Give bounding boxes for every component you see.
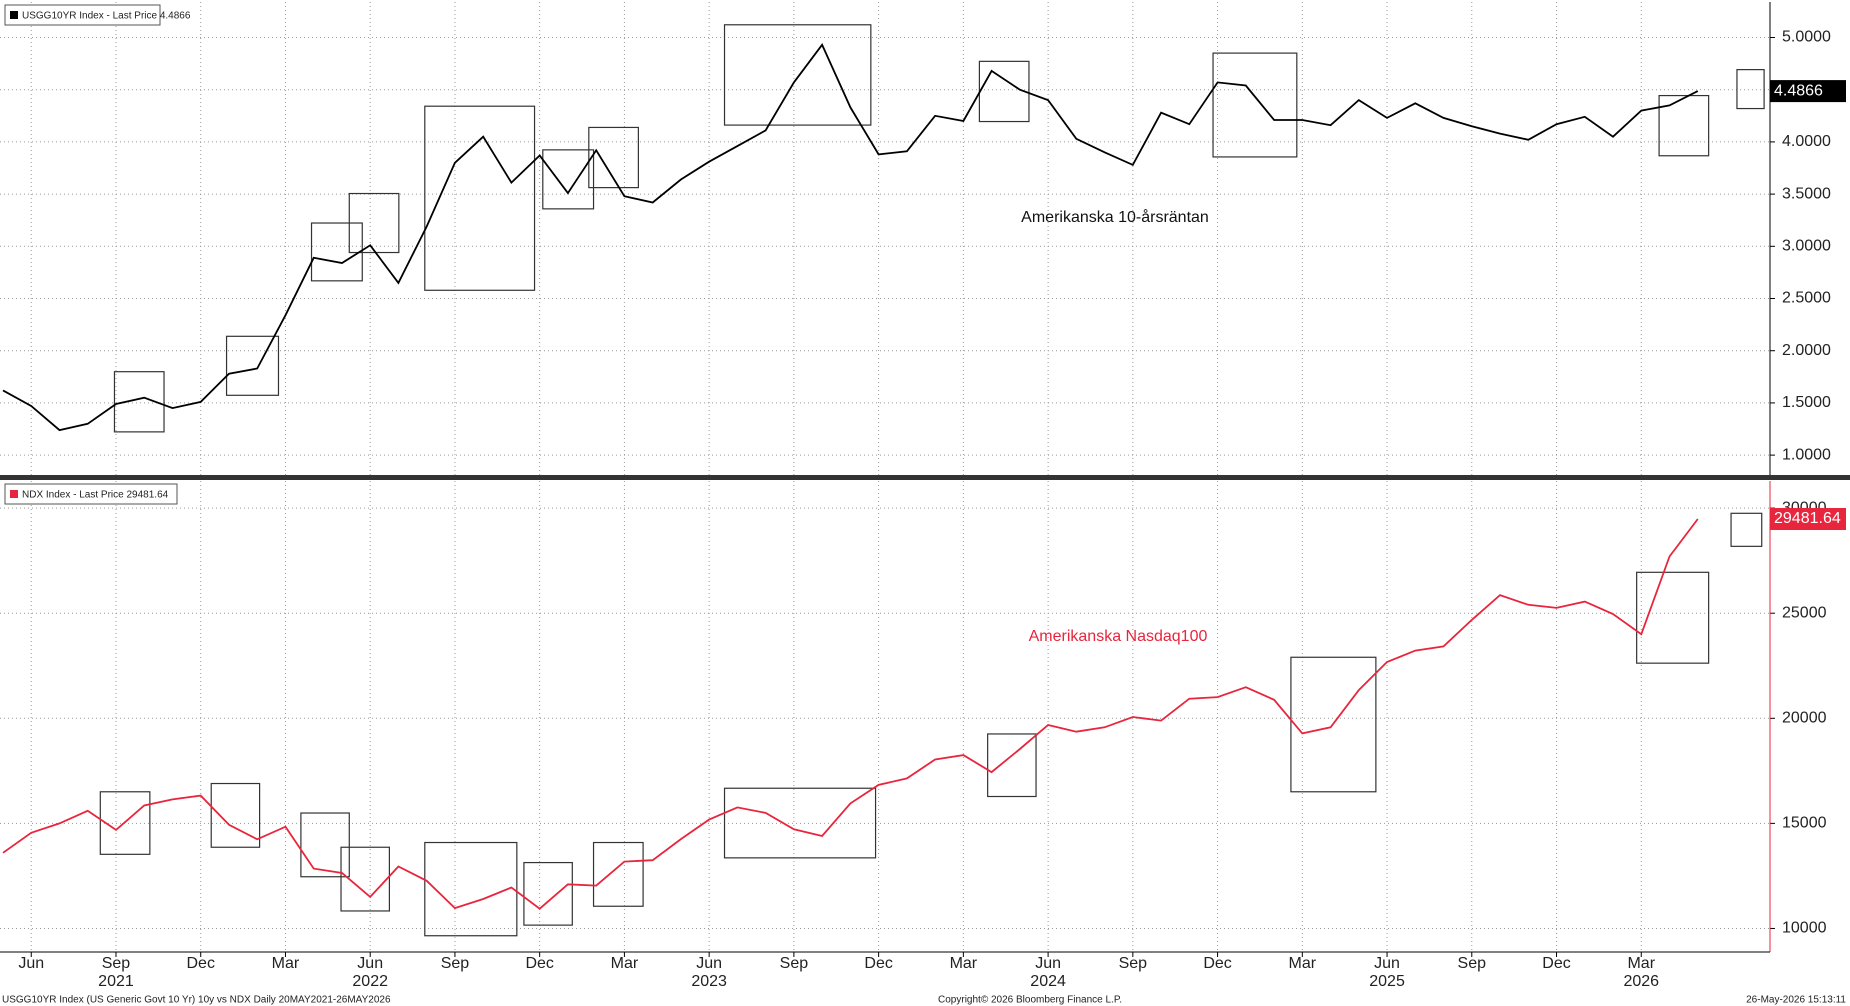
series-line <box>2 518 1699 910</box>
legend-box <box>4 4 161 26</box>
last-value-tag <box>1770 80 1846 103</box>
x-tick-label: Mar <box>611 955 639 972</box>
x-tick-label: Jun <box>1374 955 1400 972</box>
highlight-box <box>300 812 350 878</box>
highlight-box <box>1658 94 1710 157</box>
x-tick-label: Dec <box>1203 955 1231 972</box>
y-tick-label: 4.0000 <box>1782 133 1831 150</box>
year-label: 2021 <box>98 973 134 990</box>
x-tick-label: Dec <box>1542 955 1570 972</box>
y-tick-label: 10000 <box>1782 920 1827 937</box>
x-tick-label: Dec <box>186 955 214 972</box>
annotation: Amerikanska 10-årsräntan <box>1021 208 1209 226</box>
highlight-box <box>588 126 639 189</box>
x-tick-label: Jun <box>696 955 722 972</box>
y-tick-label: 20000 <box>1782 710 1827 727</box>
footer-left: USGG10YR Index (US Generic Govt 10 Yr) 1… <box>2 995 391 1006</box>
highlight-box <box>542 149 595 210</box>
highlight-box <box>987 733 1037 798</box>
x-tick-label: Dec <box>864 955 892 972</box>
year-label: 2023 <box>691 973 727 990</box>
highlight-box <box>1290 656 1377 793</box>
y-tick-label: 3.5000 <box>1782 185 1831 202</box>
legend-label: NDX Index - Last Price 29481.64 <box>22 490 169 501</box>
highlight-box <box>1736 69 1765 110</box>
highlight-box <box>723 787 877 859</box>
series-line <box>2 43 1699 432</box>
y-tick-label: 25000 <box>1782 604 1827 621</box>
highlight-box <box>424 105 536 291</box>
highlight-box <box>210 782 261 848</box>
last-value-label: 29481.64 <box>1774 510 1841 527</box>
footer-right: 26-May-2026 15:13:11 <box>1746 995 1846 1006</box>
y-tick-label: 2.5000 <box>1782 290 1831 307</box>
x-tick-label: Jun <box>357 955 383 972</box>
y-tick-label: 5.0000 <box>1782 29 1831 46</box>
year-label: 2026 <box>1623 973 1659 990</box>
last-value-tag <box>1770 508 1846 531</box>
legend-swatch <box>10 490 18 498</box>
highlight-box <box>225 335 280 396</box>
footer-center: Copyright© 2026 Bloomberg Finance L.P. <box>938 995 1122 1006</box>
year-label: 2022 <box>352 973 388 990</box>
highlight-box <box>723 24 872 126</box>
highlight-box <box>592 841 644 907</box>
legend-swatch <box>10 11 18 19</box>
highlight-box <box>424 841 518 937</box>
year-label: 2024 <box>1030 973 1066 990</box>
highlight-box <box>99 791 151 855</box>
highlight-box <box>348 192 400 254</box>
last-value-label: 4.4866 <box>1774 82 1823 99</box>
highlight-box <box>1212 52 1298 158</box>
legend-label: USGG10YR Index - Last Price 4.4866 <box>22 11 191 22</box>
highlight-box <box>1730 512 1763 547</box>
x-tick-label: Jun <box>1035 955 1061 972</box>
highlight-box <box>340 846 390 912</box>
panel-separator <box>0 475 1850 480</box>
highlight-box <box>523 861 573 926</box>
x-tick-label: Jun <box>18 955 44 972</box>
x-tick-label: Dec <box>525 955 553 972</box>
y-tick-label: 1.0000 <box>1782 446 1831 463</box>
x-tick-label: Mar <box>1627 955 1655 972</box>
x-tick-label: Mar <box>950 955 978 972</box>
highlight-box <box>113 371 165 433</box>
x-tick-label: Sep <box>102 955 131 972</box>
x-tick-label: Mar <box>1289 955 1317 972</box>
y-tick-label: 1.5000 <box>1782 394 1831 411</box>
annotation: Amerikanska Nasdaq100 <box>1029 628 1208 645</box>
y-tick-label: 2.0000 <box>1782 342 1831 359</box>
y-tick-label: 3.0000 <box>1782 238 1831 255</box>
highlight-box <box>1636 571 1710 664</box>
legend-box <box>4 483 178 505</box>
year-label: 2025 <box>1369 973 1405 990</box>
x-tick-label: Sep <box>1119 955 1148 972</box>
x-tick-label: Mar <box>272 955 300 972</box>
y-tick-label: 15000 <box>1782 815 1827 832</box>
x-tick-label: Sep <box>441 955 470 972</box>
x-tick-label: Sep <box>780 955 809 972</box>
x-tick-label: Sep <box>1458 955 1487 972</box>
